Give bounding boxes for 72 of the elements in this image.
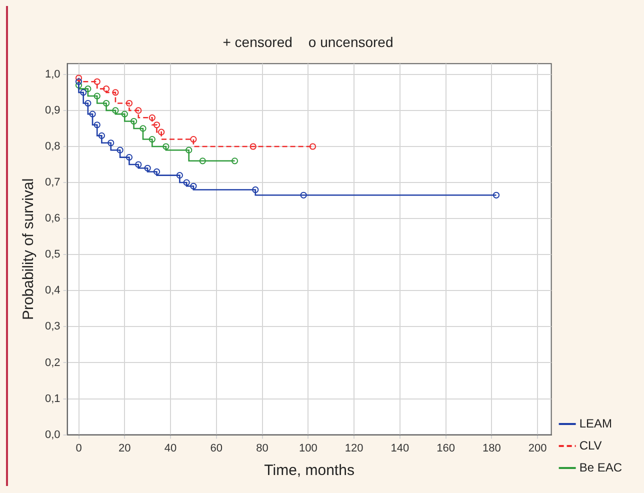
y-tick-label: 0,9: [44, 104, 60, 116]
point: [492, 192, 500, 198]
y-axis-title: Probability of survival: [20, 178, 38, 320]
x-tick-label: 180: [482, 442, 501, 454]
point: [98, 132, 105, 139]
x-tick-label: 40: [164, 442, 177, 454]
point: [130, 118, 138, 125]
point: [121, 110, 128, 118]
point: [94, 78, 100, 85]
point: [231, 158, 238, 164]
y-tick-label: 0,6: [44, 212, 60, 225]
point: [250, 143, 256, 150]
point: [116, 146, 124, 154]
point: [148, 114, 156, 121]
y-tick-label: 0,2: [44, 356, 60, 369]
legend-label: CLV: [579, 438, 602, 452]
x-tick-label: 80: [256, 442, 268, 454]
x-tick-label: 140: [390, 442, 410, 454]
point: [190, 182, 197, 190]
point: [108, 140, 114, 146]
text: + censored: [222, 34, 292, 50]
point: [84, 100, 92, 107]
point: [144, 164, 151, 172]
x-tick-label: 120: [344, 442, 364, 454]
point: [84, 86, 92, 92]
point: [186, 146, 192, 154]
point: [75, 82, 82, 89]
x-tick-label: 200: [528, 442, 547, 454]
x-tick-label: 100: [298, 442, 318, 454]
legend-label: LEAM: [579, 416, 612, 430]
y-tick-label: 0,5: [44, 248, 60, 261]
point: [309, 143, 316, 150]
point: [112, 107, 119, 114]
point: [300, 192, 307, 198]
point: [89, 110, 96, 118]
y-tick-label: 1,0: [44, 68, 60, 80]
point: [75, 74, 82, 82]
point: [199, 158, 206, 164]
point: [176, 172, 183, 179]
y-tick-label: 0,8: [44, 140, 60, 153]
legend-label: Be EAC: [579, 460, 622, 474]
point: [162, 143, 170, 150]
point: [75, 78, 82, 85]
point: [126, 100, 133, 107]
point: [183, 179, 190, 186]
point: [102, 86, 110, 92]
point: [158, 128, 165, 136]
y-tick-label: 0,7: [44, 176, 60, 189]
point: [252, 186, 259, 194]
point: [80, 89, 87, 96]
x-tick-label: 60: [210, 442, 223, 454]
y-tick-label: 0,3: [44, 320, 60, 333]
point: [112, 89, 119, 96]
text: o uncensored: [308, 34, 394, 50]
point: [135, 107, 142, 114]
y-tick-label: 0,4: [44, 284, 60, 297]
point: [153, 122, 160, 128]
y-tick-label: 0,1: [44, 392, 60, 405]
point: [140, 125, 146, 132]
point: [126, 154, 133, 161]
point: [94, 92, 100, 100]
x-axis-title: Time, months: [264, 462, 354, 480]
x-tick-label: 160: [436, 442, 455, 454]
point: [153, 168, 160, 176]
point: [102, 100, 110, 107]
y-tick-label: 0,0: [44, 428, 60, 441]
point: [135, 161, 142, 168]
x-tick-label: 20: [118, 442, 131, 454]
point: [94, 122, 100, 128]
point: [190, 136, 197, 143]
x-tick-label: 0: [76, 442, 82, 454]
point: [148, 136, 156, 143]
